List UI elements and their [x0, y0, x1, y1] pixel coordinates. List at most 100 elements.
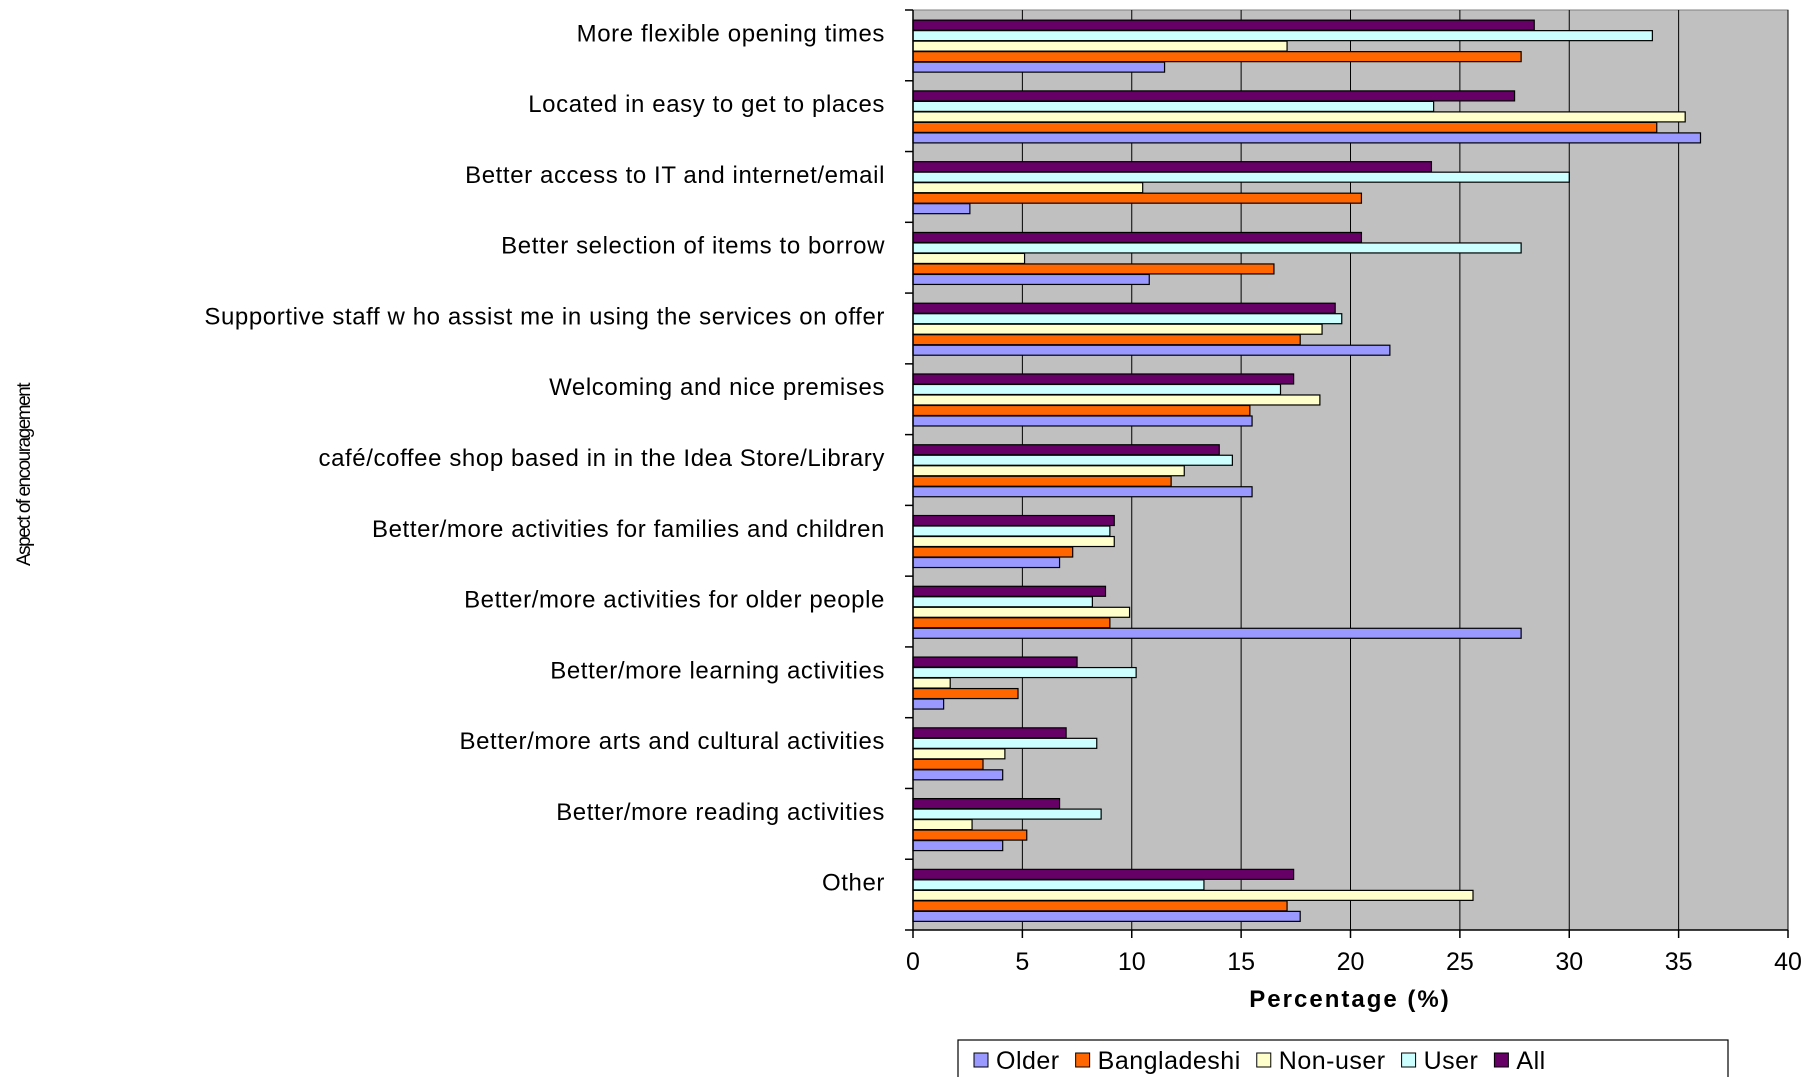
- bar-non-user: [912, 323, 1323, 335]
- bar-non-user: [912, 394, 1321, 406]
- category-label: Better selection of items to borrow: [501, 233, 885, 260]
- bar-non-user: [912, 889, 1474, 901]
- x-tick-label: 30: [1555, 948, 1583, 976]
- bar-non-user: [912, 748, 1006, 760]
- bar-bangladeshi: [912, 263, 1275, 275]
- x-tick-label: 0: [906, 948, 920, 976]
- bar-older: [912, 910, 1301, 922]
- category-label: Better/more activities for families and …: [372, 516, 885, 543]
- bar-bangladeshi: [912, 334, 1301, 346]
- bar-user: [912, 737, 1098, 749]
- legend-label: Non-user: [1279, 1047, 1386, 1075]
- bar-all: [912, 231, 1363, 244]
- bar-user: [912, 171, 1570, 183]
- legend-swatch: [1493, 1052, 1509, 1068]
- bar-bangladeshi: [912, 900, 1288, 912]
- bar-non-user: [912, 252, 1026, 265]
- bar-all: [912, 868, 1295, 880]
- legend-swatch: [973, 1052, 989, 1068]
- bar-user: [912, 383, 1282, 396]
- bar-all: [912, 373, 1295, 385]
- bar-older: [912, 556, 1061, 569]
- category-labels: More flexible opening times Located in ea…: [204, 20, 886, 897]
- x-axis-title: Percentage (%): [1249, 986, 1450, 1013]
- bar-all: [912, 727, 1067, 739]
- legend-swatch: [1401, 1052, 1417, 1068]
- bar-older: [912, 839, 1004, 852]
- bar-non-user: [912, 465, 1185, 477]
- bar-non-user: [912, 182, 1144, 194]
- bar-bangladeshi: [912, 192, 1363, 204]
- category-label: Other: [822, 870, 885, 897]
- bar-user: [912, 525, 1111, 537]
- category-label: Better/more arts and cultural activities: [460, 728, 886, 755]
- x-tick-label: 15: [1227, 948, 1255, 976]
- axes: [905, 9, 1789, 938]
- bar-user: [912, 808, 1102, 820]
- bar-bangladeshi: [912, 546, 1074, 558]
- bar-all: [912, 514, 1115, 527]
- bar-user: [912, 666, 1137, 679]
- bar-user: [912, 242, 1522, 254]
- bar-all: [912, 797, 1061, 810]
- legend-label: User: [1424, 1047, 1479, 1075]
- legend-swatch: [1256, 1052, 1272, 1068]
- legend-label: All: [1516, 1047, 1545, 1075]
- bar-user: [912, 454, 1233, 466]
- x-tick-label: 10: [1118, 948, 1146, 976]
- legend-label: Bangladeshi: [1098, 1047, 1241, 1075]
- x-tick-label: 40: [1774, 948, 1802, 976]
- bar-all: [912, 585, 1107, 597]
- x-tick-label: 25: [1446, 948, 1474, 976]
- bar-all: [912, 161, 1433, 173]
- bar-older: [912, 344, 1391, 356]
- bar-older: [912, 273, 1150, 286]
- legend-label: Older: [996, 1047, 1060, 1075]
- category-label: Located in easy to get to places: [528, 91, 885, 118]
- bar-user: [912, 596, 1093, 608]
- x-tick-label: 5: [1015, 948, 1029, 976]
- bar-bangladeshi: [912, 51, 1522, 63]
- bar-bangladeshi: [912, 404, 1251, 417]
- category-label: Better/more activities for older people: [464, 587, 885, 614]
- bar-older: [912, 698, 945, 710]
- legend-swatch: [1075, 1052, 1091, 1068]
- bar-older: [912, 769, 1004, 781]
- category-label: Better/more reading activities: [556, 799, 885, 826]
- bar-older: [912, 61, 1166, 73]
- bar-all: [912, 444, 1220, 456]
- bar-bangladeshi: [912, 475, 1172, 487]
- bar-older: [912, 415, 1253, 427]
- x-tick-label: 35: [1665, 948, 1693, 976]
- y-axis-title: Aspect of encouragement: [14, 382, 35, 566]
- bar-older: [912, 486, 1253, 498]
- bar-bangladeshi: [912, 121, 1658, 134]
- bar-bangladeshi: [912, 758, 984, 770]
- bar-non-user: [912, 40, 1288, 52]
- bar-all: [912, 656, 1078, 668]
- bar-older: [912, 627, 1522, 639]
- category-label: Better/more learning activities: [550, 657, 885, 684]
- bar-all: [912, 302, 1336, 314]
- category-label: More flexible opening times: [577, 20, 885, 47]
- bar-non-user: [912, 535, 1115, 548]
- bar-user: [912, 30, 1653, 42]
- x-tick-labels: 0 5 10 15 20 25 30 35 40: [906, 948, 1802, 976]
- bar-all: [912, 19, 1535, 31]
- bar-non-user: [912, 818, 973, 831]
- bar-user: [912, 313, 1343, 325]
- category-label: café/coffee shop based in in the Idea St…: [318, 445, 885, 472]
- bar-non-user: [912, 606, 1131, 618]
- x-tick-label: 20: [1337, 948, 1365, 976]
- bar-user: [912, 100, 1435, 113]
- bar-bangladeshi: [912, 617, 1111, 629]
- bar-non-user: [912, 677, 951, 689]
- bar-bangladeshi: [912, 687, 1019, 700]
- bar-older: [912, 132, 1702, 144]
- bar-user: [912, 879, 1205, 891]
- bar-bangladeshi: [912, 829, 1028, 841]
- category-label: Supportive staff w ho assist me in using…: [204, 303, 885, 330]
- bar-all: [912, 90, 1516, 102]
